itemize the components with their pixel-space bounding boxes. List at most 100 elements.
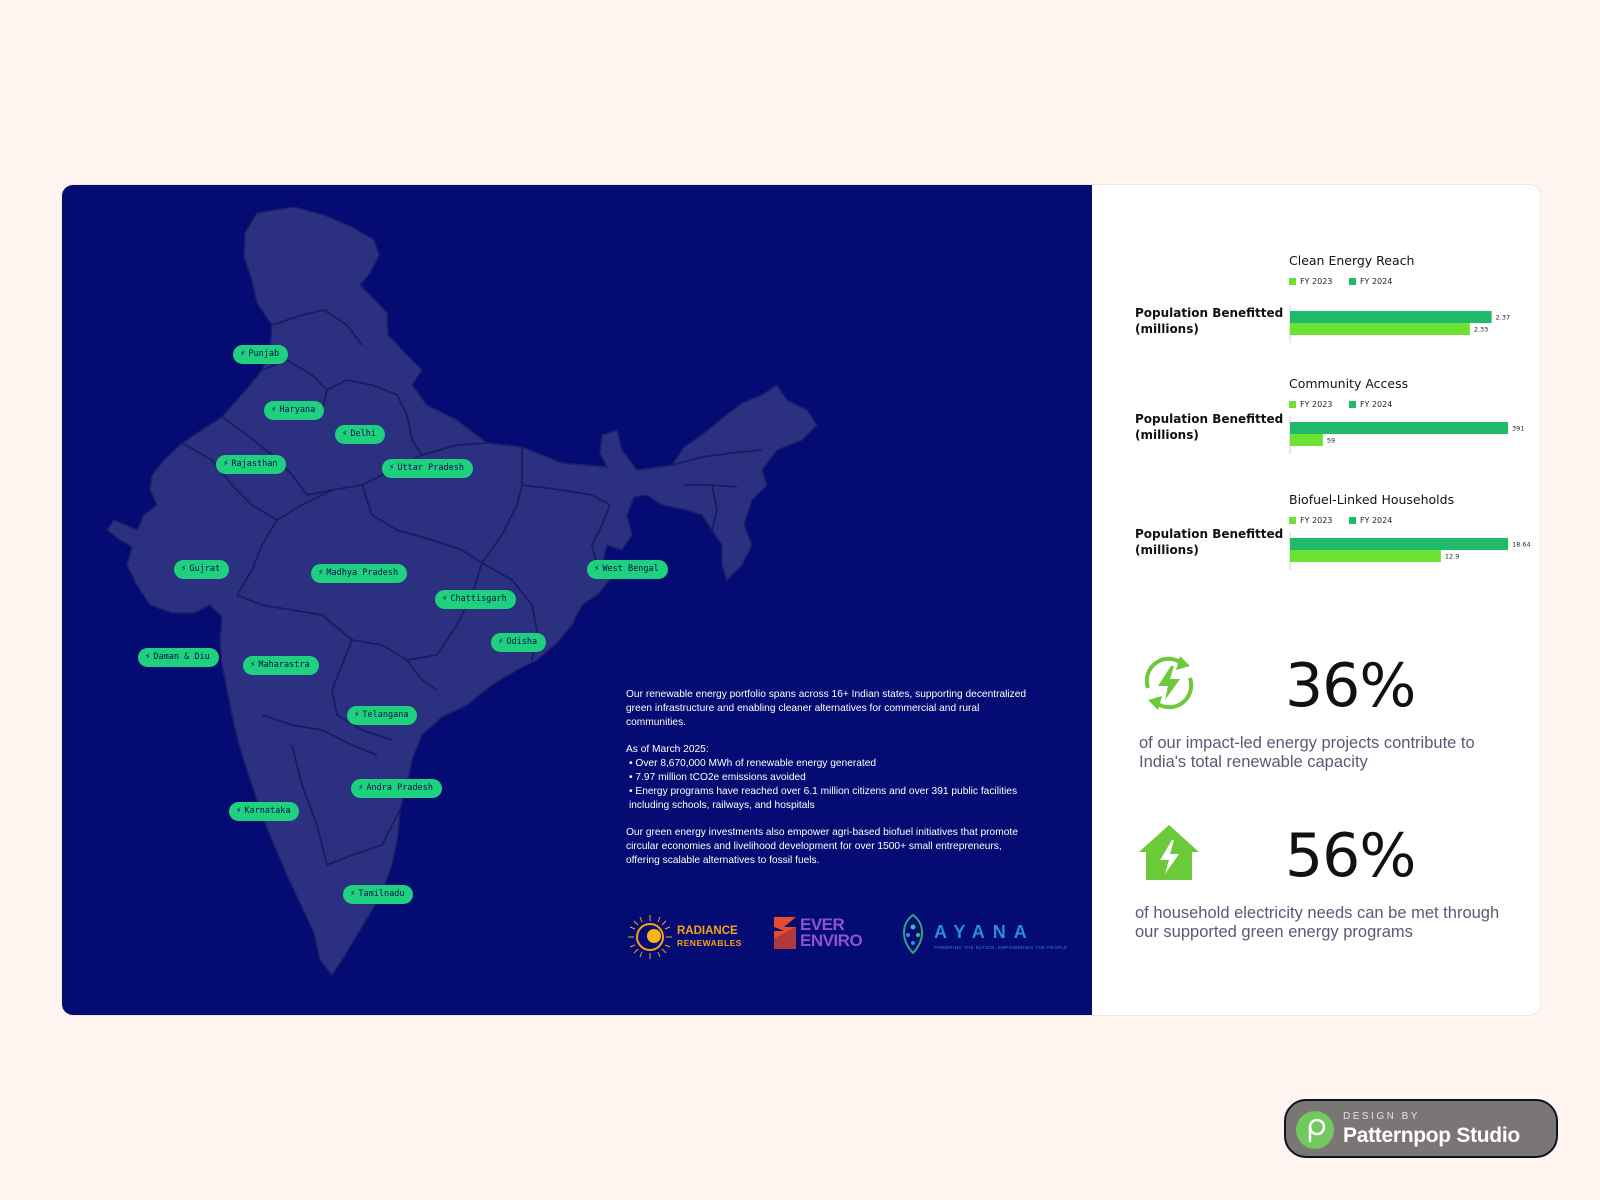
bar-value-label: 12.9: [1445, 553, 1459, 561]
legend-swatch: [1289, 401, 1296, 408]
ever-enviro-logo: EVER ENVIRO: [774, 915, 874, 957]
lightning-bolt-icon: ⚡: [350, 889, 356, 899]
map-pin-chattisgarh[interactable]: ⚡ Chattisgarh: [435, 590, 516, 609]
bar-fy2024: [1290, 538, 1508, 550]
map-pin-madhya-pradesh[interactable]: ⚡ Madhya Pradesh: [311, 564, 408, 583]
bar-value-label: 2.33: [1474, 326, 1488, 334]
legend-fy2024: FY 2024: [1348, 400, 1392, 409]
studio-name: Patternpop Studio: [1343, 1124, 1520, 1147]
bar-value-label: 391: [1512, 425, 1524, 433]
india-map: [105, 206, 818, 977]
ever-enviro-name-line2: ENVIRO: [800, 931, 863, 950]
legend-swatch: [1289, 517, 1296, 524]
portfolio-description: Our renewable energy portfolio spans acr…: [626, 688, 1036, 881]
bar-fy2023: [1290, 434, 1323, 446]
ever-enviro-name-line1: EVER: [800, 915, 845, 934]
bar-fy2023: [1290, 550, 1441, 562]
chart-legend: FY 2023 FY 2024: [1289, 277, 1406, 286]
lightning-bolt-icon: ⚡: [594, 564, 600, 574]
lightning-bolt-icon: ⚡: [271, 405, 277, 415]
map-pin-gujrat[interactable]: ⚡ Gujrat: [174, 560, 230, 579]
ayana-name: AYANA: [934, 922, 1035, 942]
legend-swatch: [1289, 278, 1296, 285]
map-pin-rajasthan[interactable]: ⚡ Rajasthan: [216, 455, 287, 474]
state-borders: [181, 309, 763, 866]
bar-value-label: 18.64: [1512, 541, 1531, 549]
radiance-name: RADIANCE: [677, 925, 738, 937]
lightning-bolt-icon: ⚡: [223, 459, 229, 469]
legend-fy2023: FY 2023: [1289, 400, 1332, 409]
lightning-bolt-icon: ⚡: [342, 429, 348, 439]
chart-community-access: Community Access FY 2023 FY 2024 Populat…: [1092, 376, 1540, 486]
description-intro: Our renewable energy portfolio spans acr…: [626, 689, 1027, 728]
map-pin-punjab[interactable]: ⚡ Punjab: [233, 345, 289, 364]
bar-fy2024: [1290, 311, 1492, 323]
legend-fy2023: FY 2023: [1289, 516, 1332, 525]
stat-value: 56%: [1285, 821, 1416, 891]
lightning-bolt-icon: ⚡: [250, 660, 256, 670]
radiance-sun-icon: [628, 915, 672, 959]
partner-logos: RADIANCE RENEWABLES EVER ENVIRO AYANA PO…: [626, 905, 1067, 965]
chart-legend: FY 2023 FY 2024: [1289, 516, 1406, 525]
map-pin-maharastra[interactable]: ⚡ Maharastra: [243, 656, 319, 675]
legend-swatch: [1348, 517, 1356, 524]
map-pin-uttar-pradesh[interactable]: ⚡ Uttar Pradesh: [382, 459, 473, 478]
stat-value: 36%: [1285, 651, 1416, 721]
map-pin-west-bengal[interactable]: ⚡ West Bengal: [587, 560, 668, 579]
y-axis-label: Population Benefitted (millions): [1135, 527, 1284, 557]
map-pin-tamilnadu[interactable]: ⚡ Tamilnadu: [343, 885, 414, 904]
chart-clean-energy-reach: Clean Energy Reach FY 2023 FY 2024 Popul…: [1092, 253, 1540, 363]
renewable-energy-cycle-icon: [1144, 656, 1194, 710]
chart-title: Biofuel-Linked Households: [1289, 492, 1455, 507]
map-pin-haryana[interactable]: ⚡ Haryana: [264, 401, 325, 420]
chart-title: Clean Energy Reach: [1289, 253, 1415, 268]
y-axis-label: Population Benefitted (millions): [1135, 412, 1284, 442]
lightning-bolt-icon: ⚡: [354, 710, 360, 720]
lightning-bolt-icon: ⚡: [236, 806, 242, 816]
description-closing: Our green energy investments also empowe…: [626, 827, 1018, 866]
lightning-bolt-icon: ⚡: [181, 564, 187, 574]
bullet-item: 7.97 million tCO2e emissions avoided: [626, 771, 1036, 785]
bar-fy2024: [1290, 422, 1508, 434]
legend-swatch: [1348, 278, 1356, 285]
chart-plot: 2.37 2.33: [1289, 305, 1510, 343]
stat-description: of household electricity needs can be me…: [1135, 904, 1500, 941]
patternpop-logo-icon: [1296, 1111, 1334, 1149]
map-pin-delhi[interactable]: ⚡ Delhi: [335, 425, 386, 444]
chart-plot: 391 59: [1289, 416, 1524, 454]
description-as-of: As of March 2025:: [626, 744, 709, 755]
map-pin-karnataka[interactable]: ⚡ Karnataka: [229, 802, 300, 821]
design-by-label: DESIGN BY: [1343, 1111, 1420, 1122]
lightning-bolt-icon: ⚡: [498, 637, 504, 647]
legend-fy2024: FY 2024: [1348, 277, 1392, 286]
ayana-tagline: POWERING THE NATION, EMPOWERING THE PEOP…: [934, 945, 1068, 950]
legend-fy2024: FY 2024: [1348, 516, 1392, 525]
lightning-bolt-icon: ⚡: [389, 463, 395, 473]
ayana-logo: AYANA POWERING THE NATION, EMPOWERING TH…: [898, 913, 1067, 963]
lightning-bolt-icon: ⚡: [318, 568, 324, 578]
chart-title: Community Access: [1289, 376, 1409, 391]
bar-fy2023: [1290, 323, 1470, 335]
radiance-subtitle: RENEWABLES: [677, 938, 742, 948]
map-pin-daman-diu[interactable]: ⚡ Daman & Diu: [138, 648, 219, 667]
design-by-badge[interactable]: DESIGN BY Patternpop Studio: [1284, 1099, 1558, 1158]
lightning-bolt-icon: ⚡: [358, 783, 364, 793]
lightning-bolt-icon: ⚡: [240, 349, 246, 359]
legend-fy2023: FY 2023: [1289, 277, 1332, 286]
green-house-bolt-icon: [1139, 825, 1199, 880]
y-axis-label: Population Benefitted (millions): [1135, 306, 1284, 336]
bar-value-label: 2.37: [1496, 314, 1510, 322]
stats-panel: Clean Energy Reach FY 2023 FY 2024 Popul…: [1092, 185, 1540, 1015]
description-bullets: Over 8,670,000 MWh of renewable energy g…: [626, 757, 1036, 813]
bullet-item: Energy programs have reached over 6.1 mi…: [626, 785, 1036, 813]
map-pin-odisha[interactable]: ⚡ Odisha: [491, 633, 547, 652]
map-panel: ⚡ Punjab ⚡ Haryana ⚡ Delhi ⚡ Rajasthan ⚡ Utta…: [62, 185, 1092, 1015]
map-pin-andra-pradesh[interactable]: ⚡ Andra Pradesh: [351, 779, 442, 798]
stat-description: of our impact-led energy projects contri…: [1139, 734, 1475, 771]
stat-household-electricity: 56% of household electricity needs can b…: [1092, 822, 1540, 952]
bullet-item: Over 8,670,000 MWh of renewable energy g…: [626, 757, 1036, 771]
legend-swatch: [1348, 401, 1356, 408]
map-pin-telangana[interactable]: ⚡ Telangana: [347, 706, 418, 725]
lightning-bolt-icon: ⚡: [442, 594, 448, 604]
chart-legend: FY 2023 FY 2024: [1289, 400, 1406, 409]
